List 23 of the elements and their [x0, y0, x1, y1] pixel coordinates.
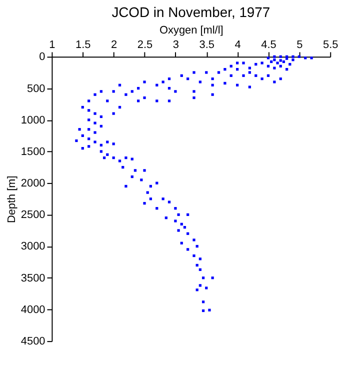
x-tick-label: 2 — [111, 39, 118, 52]
x-tick-label: 5 — [296, 39, 303, 52]
y-tick-label: 1500 — [20, 146, 46, 158]
x-axis-title: Oxygen [ml/l] — [160, 24, 224, 36]
x-tick-label: 1.5 — [76, 39, 91, 52]
x-tick-label: 2.5 — [137, 39, 153, 52]
y-tick-label: 2500 — [20, 209, 46, 222]
y-axis-title: Depth [m] — [6, 176, 18, 224]
y-tick-label: 2000 — [20, 178, 46, 190]
y-tick-label: 3500 — [20, 272, 46, 284]
x-tick-label: 3 — [172, 39, 179, 52]
y-tick-label: 500 — [27, 82, 46, 95]
y-tick-label: 4000 — [20, 304, 46, 316]
x-tick-label: 5.5 — [323, 39, 338, 52]
x-tick-label: 1 — [49, 39, 56, 52]
y-tick-label: 0 — [39, 51, 46, 64]
chart-title: JCOD in November, 1977 — [112, 4, 270, 20]
x-tick-label: 4 — [234, 39, 241, 52]
y-tick-label: 4500 — [20, 336, 46, 348]
x-tick-label: 3.5 — [199, 39, 214, 52]
y-tick-label: 3000 — [20, 240, 46, 253]
x-tick-label: 4.5 — [261, 39, 276, 52]
y-tick-label: 1000 — [20, 114, 46, 126]
